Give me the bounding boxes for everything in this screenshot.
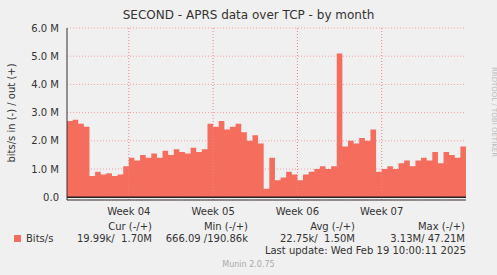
svg-text:6.0 M: 6.0 M <box>31 23 59 34</box>
svg-text:2.0 M: 2.0 M <box>31 135 59 146</box>
html-text:22.75k/ 1.50M: 22.75k/ 1.50M <box>280 233 355 244</box>
html-text:bits/s in (-) / out (+): bits/s in (-) / out (+) <box>5 63 17 163</box>
html-text:Munin 2.0.75: Munin 2.0.75 <box>222 260 275 269</box>
html-text:Bits/s: Bits/s <box>26 233 54 244</box>
html-text:3.13M/ 47.21M: 3.13M/ 47.21M <box>390 233 465 244</box>
svg-text:Week 04: Week 04 <box>107 206 150 217</box>
html-text:Avg (-/+): Avg (-/+) <box>310 221 355 232</box>
svg-text:3.0 M: 3.0 M <box>31 107 59 118</box>
svg-text:4.0 M: 4.0 M <box>31 79 59 90</box>
svg-text:5.0 M: 5.0 M <box>31 51 59 62</box>
html-text:Cur (-/+): Cur (-/+) <box>108 221 152 232</box>
svg-text:Week 07: Week 07 <box>360 206 403 217</box>
html-text:666.09 /190.86k: 666.09 /190.86k <box>165 233 248 244</box>
svg-text:0.0: 0.0 <box>43 192 59 203</box>
html-text:SECOND - APRS data over TCP -: SECOND - APRS data over TCP - by month <box>122 8 375 22</box>
html-text:Last update: Wed Feb 19 10:00:: Last update: Wed Feb 19 10:00:11 2025 <box>264 245 466 256</box>
html-text:19.99k/ 1.70M: 19.99k/ 1.70M <box>77 233 152 244</box>
svg-text:1.0 M: 1.0 M <box>31 164 59 175</box>
html-text:RRDTOOL / TOBI OETIKER: RRDTOOL / TOBI OETIKER <box>490 66 497 158</box>
svg-text:Week 06: Week 06 <box>276 206 319 217</box>
svg-text:Week 05: Week 05 <box>191 206 234 217</box>
html-text:Min (-/+): Min (-/+) <box>203 221 248 232</box>
html-text:Max (-/+): Max (-/+) <box>418 221 465 232</box>
